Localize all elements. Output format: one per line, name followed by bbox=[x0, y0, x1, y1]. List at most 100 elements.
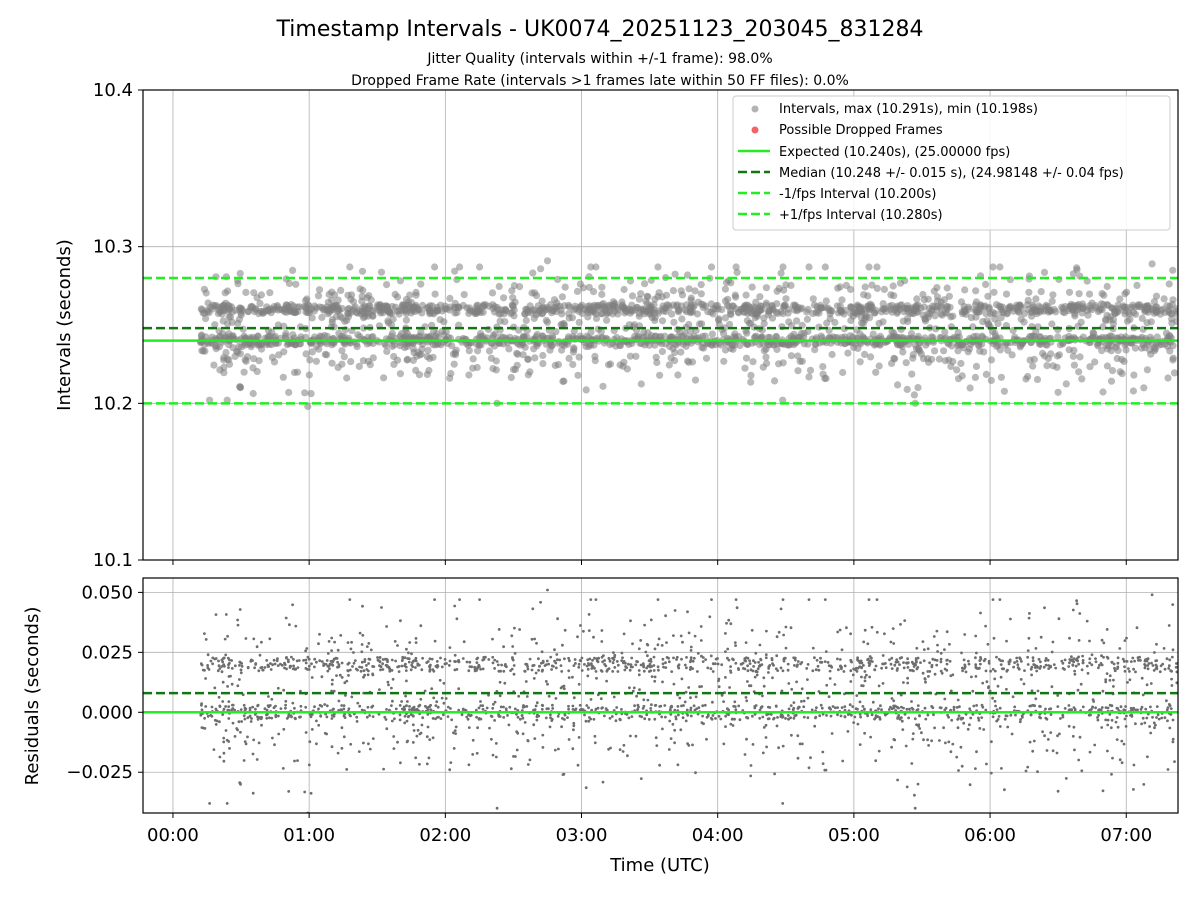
residual-point bbox=[731, 717, 734, 721]
residual-point bbox=[699, 639, 703, 642]
residual-point bbox=[729, 669, 732, 673]
interval-point bbox=[882, 307, 890, 316]
residual-point bbox=[751, 743, 755, 746]
interval-point bbox=[1103, 362, 1111, 370]
residual-point bbox=[684, 719, 688, 723]
residual-point bbox=[694, 771, 697, 775]
residual-point bbox=[436, 716, 439, 719]
residual-point bbox=[947, 715, 950, 719]
residual-point bbox=[404, 669, 408, 672]
residual-point bbox=[340, 726, 344, 730]
interval-point bbox=[585, 340, 594, 348]
residual-point bbox=[677, 666, 681, 670]
residual-point bbox=[625, 713, 629, 716]
residual-point bbox=[526, 739, 530, 742]
residual-point bbox=[1077, 758, 1081, 762]
residual-point bbox=[285, 667, 288, 671]
residual-point bbox=[360, 660, 364, 664]
residual-point bbox=[865, 673, 868, 677]
residual-point bbox=[1112, 662, 1116, 666]
residual-point bbox=[254, 663, 257, 666]
residual-point bbox=[559, 686, 563, 690]
interval-point bbox=[909, 351, 917, 359]
residual-point bbox=[351, 665, 354, 668]
residual-point bbox=[773, 772, 776, 776]
residual-point bbox=[970, 675, 973, 679]
interval-point bbox=[773, 287, 781, 295]
interval-point bbox=[363, 294, 371, 302]
residual-point bbox=[589, 698, 593, 701]
residual-point bbox=[284, 616, 288, 620]
residual-point bbox=[589, 598, 593, 601]
interval-point bbox=[1098, 333, 1106, 342]
interval-point bbox=[804, 327, 812, 335]
residual-point bbox=[711, 714, 715, 717]
residual-point bbox=[243, 740, 247, 743]
residual-point bbox=[531, 607, 535, 611]
residual-point bbox=[813, 724, 817, 728]
residual-point bbox=[868, 655, 872, 658]
interval-point bbox=[838, 296, 846, 304]
residual-point bbox=[654, 736, 658, 740]
residual-point bbox=[759, 706, 763, 710]
residual-point bbox=[512, 672, 516, 676]
residual-point bbox=[787, 707, 791, 711]
residual-point bbox=[974, 767, 977, 770]
residual-point bbox=[292, 657, 295, 661]
residual-point bbox=[862, 664, 865, 667]
interval-point bbox=[714, 316, 723, 324]
residual-point bbox=[400, 664, 404, 668]
residual-point bbox=[220, 670, 224, 674]
residual-point bbox=[516, 715, 520, 719]
residual-point bbox=[277, 732, 281, 736]
interval-point bbox=[674, 325, 682, 333]
residual-point bbox=[1165, 708, 1169, 712]
residual-point bbox=[567, 676, 571, 679]
residual-point bbox=[609, 746, 612, 750]
residual-point bbox=[401, 707, 404, 711]
residual-point bbox=[686, 610, 689, 614]
residual-point bbox=[1030, 689, 1034, 693]
residual-point bbox=[974, 634, 978, 638]
residual-point bbox=[586, 674, 590, 678]
residual-point bbox=[257, 741, 261, 745]
residual-point bbox=[630, 715, 634, 718]
residual-point bbox=[530, 637, 534, 641]
interval-point bbox=[704, 308, 712, 316]
interval-point bbox=[856, 304, 864, 313]
residual-point bbox=[392, 735, 396, 738]
residual-point bbox=[1109, 726, 1113, 730]
residual-point bbox=[781, 669, 785, 673]
residual-point bbox=[572, 728, 575, 732]
residual-point bbox=[1029, 667, 1033, 671]
residual-point bbox=[875, 630, 879, 634]
residual-point bbox=[199, 713, 203, 717]
residual-point bbox=[363, 658, 367, 661]
interval-point bbox=[972, 362, 981, 370]
residual-point bbox=[467, 669, 471, 673]
residual-point bbox=[888, 658, 891, 662]
interval-point bbox=[691, 287, 699, 295]
residual-point bbox=[443, 658, 447, 661]
residual-point bbox=[908, 668, 912, 672]
residual-point bbox=[310, 728, 314, 731]
interval-point bbox=[499, 333, 508, 341]
residual-point bbox=[913, 793, 916, 797]
residual-point bbox=[1106, 723, 1110, 727]
residual-point bbox=[600, 640, 604, 643]
residual-point bbox=[831, 705, 835, 708]
residual-point bbox=[825, 714, 828, 717]
interval-point bbox=[727, 307, 735, 315]
residual-point bbox=[862, 640, 866, 644]
interval-point bbox=[708, 330, 717, 338]
residual-point bbox=[1026, 655, 1029, 659]
residual-point bbox=[1127, 667, 1130, 670]
residual-point bbox=[1118, 647, 1122, 650]
residual-point bbox=[244, 742, 248, 746]
interval-point bbox=[587, 263, 595, 271]
residual-point bbox=[999, 663, 1003, 666]
residual-point bbox=[827, 664, 831, 668]
residual-point bbox=[1026, 663, 1030, 666]
residual-point bbox=[326, 664, 330, 668]
residual-point bbox=[478, 665, 481, 668]
